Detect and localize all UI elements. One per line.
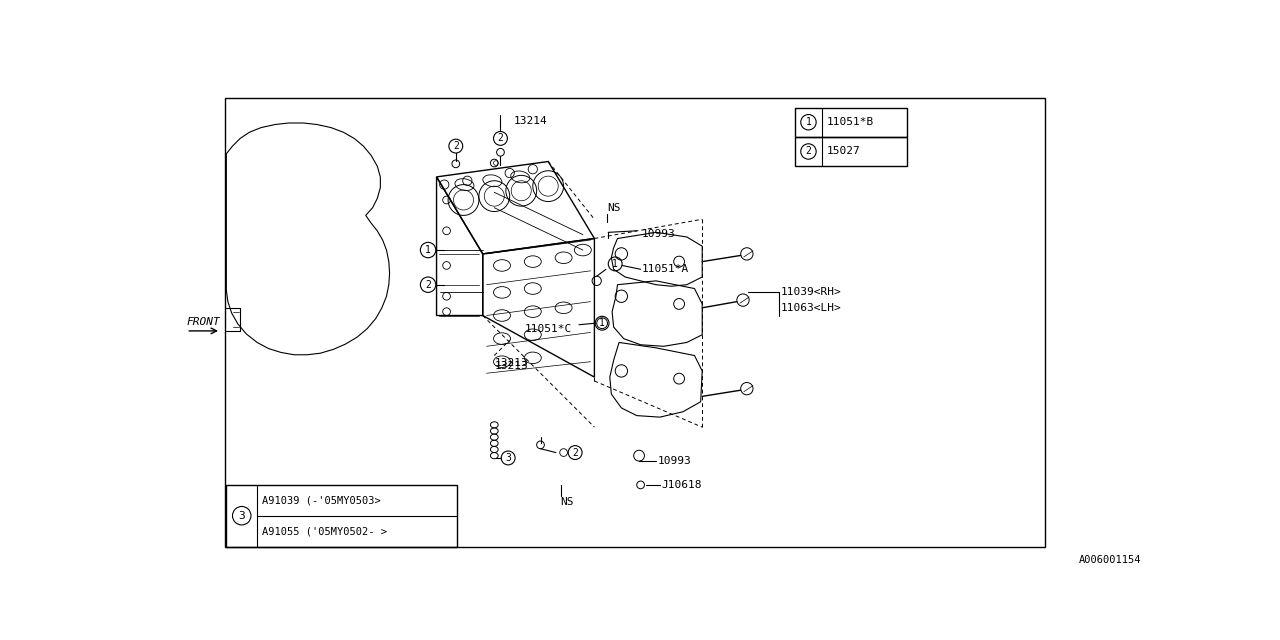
Text: 2: 2 <box>453 141 458 151</box>
Text: A006001154: A006001154 <box>1079 556 1140 565</box>
Text: 13213: 13213 <box>494 360 529 371</box>
Text: FRONT: FRONT <box>187 317 220 326</box>
Text: 1: 1 <box>425 245 431 255</box>
Text: 1: 1 <box>599 318 605 328</box>
Text: 2: 2 <box>805 147 812 157</box>
Text: 3: 3 <box>238 511 244 521</box>
Text: 11051*C: 11051*C <box>525 324 572 334</box>
Text: 11039<RH>: 11039<RH> <box>781 287 841 298</box>
Text: 10993: 10993 <box>643 229 676 239</box>
Text: 10993: 10993 <box>658 456 691 466</box>
Text: 3: 3 <box>506 453 511 463</box>
Bar <box>795 108 908 137</box>
Text: 11051*B: 11051*B <box>827 117 874 127</box>
Text: NS: NS <box>561 497 573 507</box>
Text: 1: 1 <box>612 259 618 269</box>
Bar <box>795 137 908 166</box>
Text: J10618: J10618 <box>662 480 701 490</box>
Text: 1: 1 <box>805 117 812 127</box>
Bar <box>225 99 1044 547</box>
Text: A91055 ('05MY0502- >: A91055 ('05MY0502- > <box>262 526 387 536</box>
Text: 15027: 15027 <box>827 147 860 157</box>
Text: 11063<LH>: 11063<LH> <box>781 303 841 313</box>
Bar <box>227 485 457 547</box>
Text: 2: 2 <box>498 133 503 143</box>
Text: A91039 (-'05MY0503>: A91039 (-'05MY0503> <box>262 495 380 506</box>
Text: 13214: 13214 <box>513 116 548 127</box>
Text: 2: 2 <box>572 447 579 458</box>
Text: 2: 2 <box>425 280 431 290</box>
Text: 11051*A: 11051*A <box>643 264 690 275</box>
Text: NS: NS <box>608 203 621 212</box>
Text: 13213: 13213 <box>494 358 529 368</box>
